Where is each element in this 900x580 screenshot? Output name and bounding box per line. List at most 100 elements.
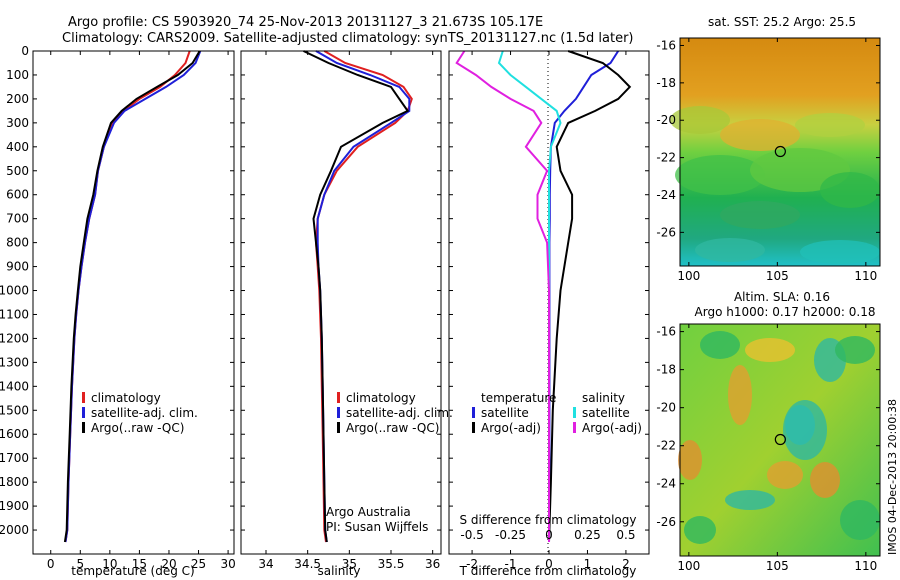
series-line — [64, 50, 202, 543]
y-tick-label: -24 — [656, 188, 676, 202]
salinity-xlabel: salinity — [317, 564, 360, 578]
x-tick-label: 20 — [161, 557, 176, 571]
legend-label: satellite-adj. clim. — [91, 406, 198, 420]
sla-blob — [684, 516, 716, 544]
x-tick-label: 35.5 — [378, 557, 405, 571]
y-tick-label: 1200 — [0, 331, 29, 345]
y-tick-label: -20 — [656, 113, 676, 127]
salinity-legend: climatology satellite-adj. clim. Argo(..… — [337, 391, 453, 435]
x-tick-label: 0 — [47, 557, 55, 571]
y-tick-label: -20 — [656, 401, 676, 415]
y-tick-label: 200 — [6, 92, 29, 106]
y-tick-label: 300 — [6, 116, 29, 130]
y-tick-label: 1900 — [0, 499, 29, 513]
difference-legend: temperature satellite Argo(-adj) salinit… — [472, 391, 642, 435]
y-tick-label: 1500 — [0, 403, 29, 417]
legend-swatch-satellite — [472, 407, 475, 418]
legend-swatch-argo — [337, 422, 340, 433]
x-tick-label: -2 — [466, 557, 478, 571]
sla-map-panel: Altim. SLA: 0.16 Argo h1000: 0.17 h2000:… — [656, 290, 881, 573]
salinity-annotation-line1: Argo Australia — [326, 505, 411, 519]
legend-swatch-climatology — [82, 392, 85, 403]
y-tick-label: 1100 — [0, 307, 29, 321]
top-tick-label: -0.5 — [460, 528, 483, 542]
legend-swatch-climatology — [337, 392, 340, 403]
legend-label: satellite — [481, 406, 529, 420]
sla-blob — [728, 365, 752, 425]
x-tick-label: 35 — [342, 557, 357, 571]
sla-map-title-line1: Altim. SLA: 0.16 — [734, 290, 830, 304]
series-line — [63, 50, 201, 543]
sst-blob — [675, 155, 765, 195]
legend-label: Argo(..raw -QC) — [346, 421, 439, 435]
sla-blob — [840, 500, 880, 540]
legend-title-temperature: temperature — [481, 391, 556, 405]
sla-map-title-line2: Argo h1000: 0.17 h2000: 0.18 — [695, 305, 876, 319]
temperature-panel: 0 5 10 15 20 25 300100200300400500600700800900… — [0, 44, 236, 578]
salinity-axes-frame — [240, 50, 442, 555]
y-tick-label: 1700 — [0, 451, 29, 465]
salinity-annotation-line2: PI: Susan Wijffels — [326, 520, 428, 534]
sla-blob — [700, 331, 740, 359]
sla-blob — [835, 336, 875, 364]
y-tick-label: 500 — [6, 164, 29, 178]
legend-label: satellite-adj. clim. — [346, 406, 453, 420]
top-tick-label: 0 — [545, 528, 553, 542]
y-tick-label: 600 — [6, 188, 29, 202]
y-tick-label: 1300 — [0, 355, 29, 369]
y-tick-label: -16 — [656, 325, 676, 339]
series-line — [548, 50, 632, 543]
x-tick-label: 36 — [425, 557, 440, 571]
top-tick-label: 0.25 — [574, 528, 601, 542]
sst-blob — [800, 240, 880, 264]
series-line — [64, 50, 191, 543]
legend-title-salinity: salinity — [582, 391, 625, 405]
x-tick-label: 30 — [220, 557, 235, 571]
x-tick-label: 100 — [677, 559, 700, 573]
x-tick-label: 10 — [102, 557, 117, 571]
series-line — [314, 50, 413, 543]
y-tick-label: -26 — [656, 225, 676, 239]
sst-texture — [670, 106, 880, 264]
y-tick-label: -16 — [656, 38, 676, 52]
credit-text: IMOS 04-Dec-2013 20:00:38 — [886, 399, 899, 555]
y-tick-label: 1400 — [0, 379, 29, 393]
y-tick-label: 400 — [6, 140, 29, 154]
x-tick-label: 105 — [766, 559, 789, 573]
y-tick-label: -24 — [656, 477, 676, 491]
x-tick-label: 15 — [132, 557, 147, 571]
y-tick-label: 2000 — [0, 523, 29, 537]
legend-swatch-argo — [472, 422, 475, 433]
sst-blob — [670, 106, 730, 134]
legend-label: satellite — [582, 406, 630, 420]
y-tick-label: -22 — [656, 151, 676, 165]
difference-xlabel: T difference from climatology — [459, 564, 637, 578]
x-tick-label: 25 — [191, 557, 206, 571]
y-tick-label: 800 — [6, 236, 29, 250]
sst-blob — [720, 201, 800, 229]
legend-swatch-argo-salinity — [573, 422, 576, 433]
y-tick-label: 100 — [6, 68, 29, 82]
sst-map-panel: sat. SST: 25.2 Argo: 25.5 100 105 110 -16 -1… — [656, 15, 881, 283]
sst-map-title: sat. SST: 25.2 Argo: 25.5 — [708, 15, 856, 29]
argo-float-marker — [774, 145, 786, 158]
sla-blob — [725, 490, 775, 510]
legend-label: Argo(-adj) — [481, 421, 541, 435]
temperature-axes-frame — [32, 50, 235, 555]
figure-title-line2: Climatology: CARS2009. Satellite-adjuste… — [62, 31, 634, 46]
sla-blob — [783, 400, 827, 460]
series-line — [303, 50, 410, 543]
sla-axes-frame — [679, 323, 881, 557]
top-tick-label: 0.5 — [616, 528, 635, 542]
sla-blob — [745, 338, 795, 362]
salinity-panel: 34 34.5 35 35.5 36 salinity climatology sate… — [240, 50, 453, 578]
sst-blob — [795, 113, 865, 137]
x-tick-label: 110 — [854, 559, 877, 573]
legend-label: climatology — [91, 391, 161, 405]
y-tick-label: 0 — [21, 44, 29, 58]
legend-label: Argo(-adj) — [582, 421, 642, 435]
legend-swatch-argo — [82, 422, 85, 433]
difference-top-label: S difference from climatology — [460, 513, 637, 527]
legend-label: climatology — [346, 391, 416, 405]
x-tick-label: 0 — [545, 557, 553, 571]
